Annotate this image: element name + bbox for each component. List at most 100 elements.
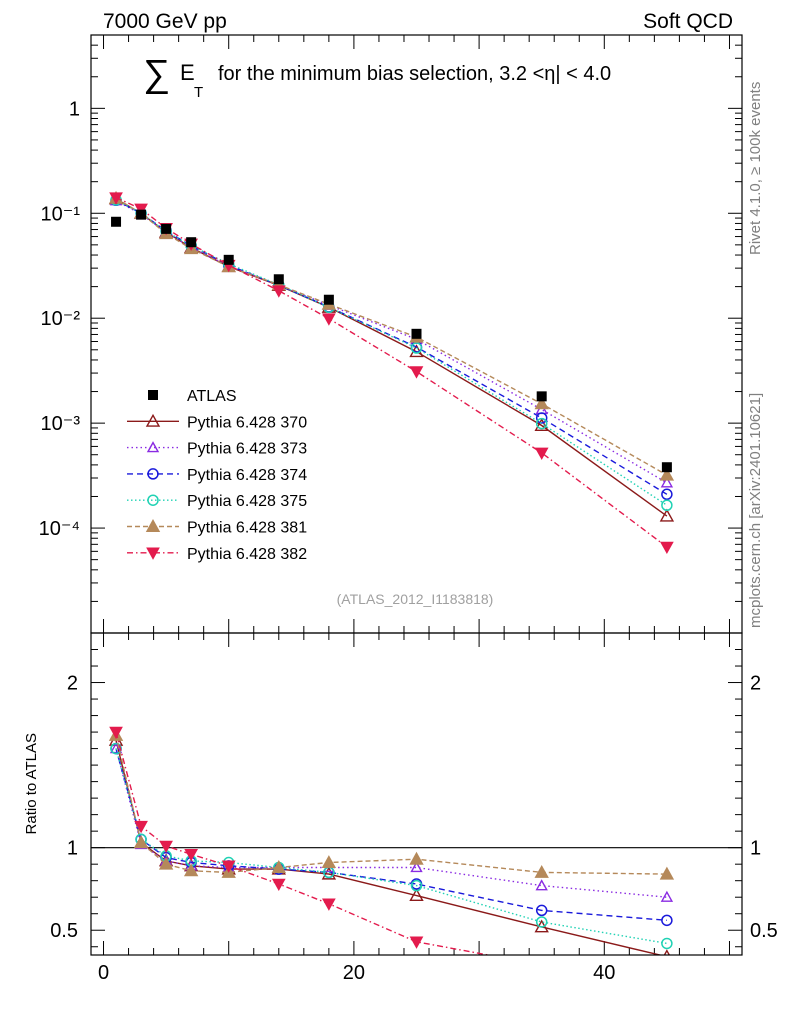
ratio-series-point-5 (409, 936, 424, 949)
legend-label-3: Pythia 6.428 375 (187, 493, 307, 510)
ratio-series-point-0 (409, 888, 424, 902)
y-tick-label: 10⁻² (41, 308, 81, 330)
main-series-point-5 (409, 366, 424, 379)
y-tick-label: 10⁻¹ (41, 203, 81, 225)
ratio-series-point-5 (536, 960, 548, 971)
ratio-series-point-4 (271, 860, 286, 873)
ratio-series-point-4 (534, 864, 549, 878)
legend-marker-4 (145, 519, 161, 532)
legend-label-atlas: ATLAS (187, 388, 237, 405)
ratio-series-point-2 (535, 904, 548, 917)
main-series-point-3 (410, 342, 423, 354)
legend-marker-5 (146, 547, 160, 560)
rivet-label: Rivet 4.1.0, ≥ 100k events (747, 82, 764, 255)
ratio-series-point-5 (271, 878, 286, 892)
ratio-series-point-3 (535, 916, 548, 928)
ratio-series-point-1 (410, 861, 423, 873)
ratio-tick-label-right: 0.5 (750, 920, 778, 942)
header-energy: 7000 GeV pp (103, 10, 227, 33)
legend-label-4: Pythia 6.428 381 (187, 520, 307, 537)
x-tick-label: 40 (593, 962, 615, 984)
main-series-point-5 (322, 313, 336, 326)
ratio-tick-label-right: 1 (750, 838, 761, 860)
main-series-point-3 (661, 499, 673, 511)
atlas-data-point (223, 254, 234, 265)
ratio-series-point-4 (321, 855, 337, 869)
ratio-series-point-5 (322, 898, 336, 911)
y-tick-label: 10⁻⁴ (39, 518, 80, 540)
x-tick-label: 20 (343, 962, 365, 984)
ratio-series-point-5 (159, 840, 173, 854)
ratio-series-point-3 (410, 879, 423, 892)
x-tick-label: 0 (98, 962, 109, 984)
atlas-data-point (186, 237, 197, 248)
title-e-subscript: T (194, 84, 203, 101)
ratio-ylabel: Ratio to ATLAS (23, 733, 40, 834)
main-series-line-3 (115, 199, 668, 506)
chart-title: for the minimum bias selection, 3.2 <η| … (218, 63, 611, 85)
ratio-plot-frame (90, 632, 743, 956)
legend-marker-2 (147, 468, 159, 480)
ratio-series-line-3 (115, 748, 668, 945)
ratio-series-line-2 (115, 748, 667, 921)
ratio-series-point-4 (158, 856, 174, 870)
main-series-point-5 (271, 285, 286, 298)
main-series-point-2 (535, 412, 548, 424)
main-series-point-5 (134, 203, 148, 216)
main-series-point-3 (535, 417, 548, 430)
ratio-series-point-5 (661, 980, 673, 991)
ratio-series-point-4 (183, 863, 199, 877)
main-series-line-2 (115, 199, 668, 495)
ratio-tick-label-left: 1 (67, 838, 78, 860)
main-series-point-5 (660, 541, 674, 555)
atlas-data-point (273, 274, 284, 285)
legend-label-5: Pythia 6.428 382 (187, 546, 307, 563)
ratio-series-point-4 (133, 835, 149, 849)
legend-marker-3 (147, 494, 159, 506)
main-series-point-4 (659, 467, 675, 481)
title-e: E (180, 60, 195, 85)
main-series-line-5 (115, 196, 668, 548)
atlas-data-point (161, 223, 172, 234)
ratio-series-line-5 (115, 731, 492, 955)
legend-marker-0 (145, 413, 161, 427)
ratio-tick-label-right: 2 (750, 673, 761, 695)
atlas-data-point (136, 209, 147, 220)
y-tick-label: 10⁻³ (41, 413, 81, 435)
title-sum-symbol: ∑ (143, 53, 170, 95)
main-series-point-5 (534, 447, 549, 460)
ratio-series-point-5 (109, 726, 123, 740)
ratio-series-point-1 (660, 890, 674, 902)
legend-marker-1 (146, 441, 160, 453)
main-series-point-2 (661, 488, 673, 501)
ratio-series-point-5 (134, 820, 148, 834)
main-series-point-0 (659, 508, 675, 522)
header-category: Soft QCD (643, 10, 733, 33)
ratio-series-line-4 (115, 735, 667, 875)
ratio-series-point-3 (661, 937, 673, 950)
y-tick-label: 1 (69, 98, 80, 120)
atlas-data-point (323, 294, 334, 305)
ratio-series-point-5 (221, 860, 236, 873)
ratio-series-point-4 (659, 866, 675, 880)
atlas-data-point (111, 216, 122, 227)
ratio-series-point-0 (663, 949, 671, 955)
legend-label-2: Pythia 6.428 374 (187, 467, 307, 484)
atlas-data-point (661, 462, 672, 473)
atlas-data-point (536, 391, 547, 402)
ratio-series-point-4 (409, 851, 424, 865)
main-series-line-4 (115, 197, 668, 476)
ratio-series-point-1 (535, 879, 548, 891)
main-series-point-5 (109, 192, 123, 205)
legend-label-1: Pythia 6.428 373 (187, 441, 307, 458)
ratio-series-line-0 (115, 740, 663, 955)
ratio-series-line-1 (115, 748, 667, 898)
mcplots-label: mcplots.cern.ch [arXiv:2401.10621] (747, 393, 764, 628)
ratio-tick-label-left: 0.5 (50, 920, 78, 942)
ratio-tick-label-left: 2 (67, 673, 78, 695)
legend-label-0: Pythia 6.428 370 (187, 414, 307, 431)
legend-marker-atlas (148, 390, 158, 400)
ratio-series-point-5 (184, 848, 199, 862)
atlas-data-point (411, 328, 422, 339)
